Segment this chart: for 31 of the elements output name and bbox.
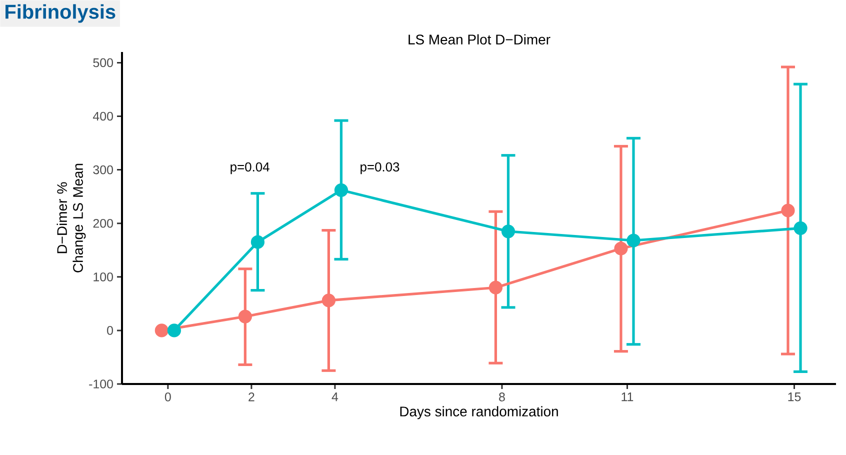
- point: [238, 310, 252, 324]
- y-tick-label: 500: [93, 58, 113, 68]
- text: Fibrinolysis: [6, 4, 116, 23]
- y-tick-label: 0: [107, 326, 113, 335]
- y-axis-title: D−Dimer % Change LS Mean: [56, 164, 86, 272]
- point: [794, 221, 808, 235]
- x-tick-label: 2: [248, 392, 254, 402]
- x-tick-label: 11: [622, 392, 634, 402]
- y-tick-label: -100: [89, 380, 113, 388]
- chart-title: LS Mean Plot D−Dimer: [408, 34, 550, 45]
- x-tick-label: 8: [499, 392, 505, 402]
- point: [154, 324, 168, 338]
- y-tick-label: 200: [93, 218, 113, 228]
- point: [488, 280, 503, 294]
- x-axis-title: Days since randomization: [400, 406, 558, 420]
- x-tick-label: 4: [332, 392, 338, 402]
- point: [167, 324, 181, 338]
- point: [322, 294, 336, 308]
- y-tick-label: 300: [93, 165, 113, 174]
- point: [250, 235, 265, 249]
- x-tick-label: 0: [164, 392, 171, 402]
- point: [781, 204, 795, 218]
- point: [626, 234, 640, 248]
- y-tick-label: 100: [94, 272, 113, 282]
- annotation: p=0.03: [360, 162, 400, 174]
- point: [614, 242, 628, 256]
- annotation: p=0.04: [230, 162, 270, 174]
- point: [501, 224, 516, 238]
- point: [334, 183, 348, 197]
- x-tick-label: 15: [788, 392, 801, 402]
- y-tick-label: 400: [92, 112, 113, 121]
